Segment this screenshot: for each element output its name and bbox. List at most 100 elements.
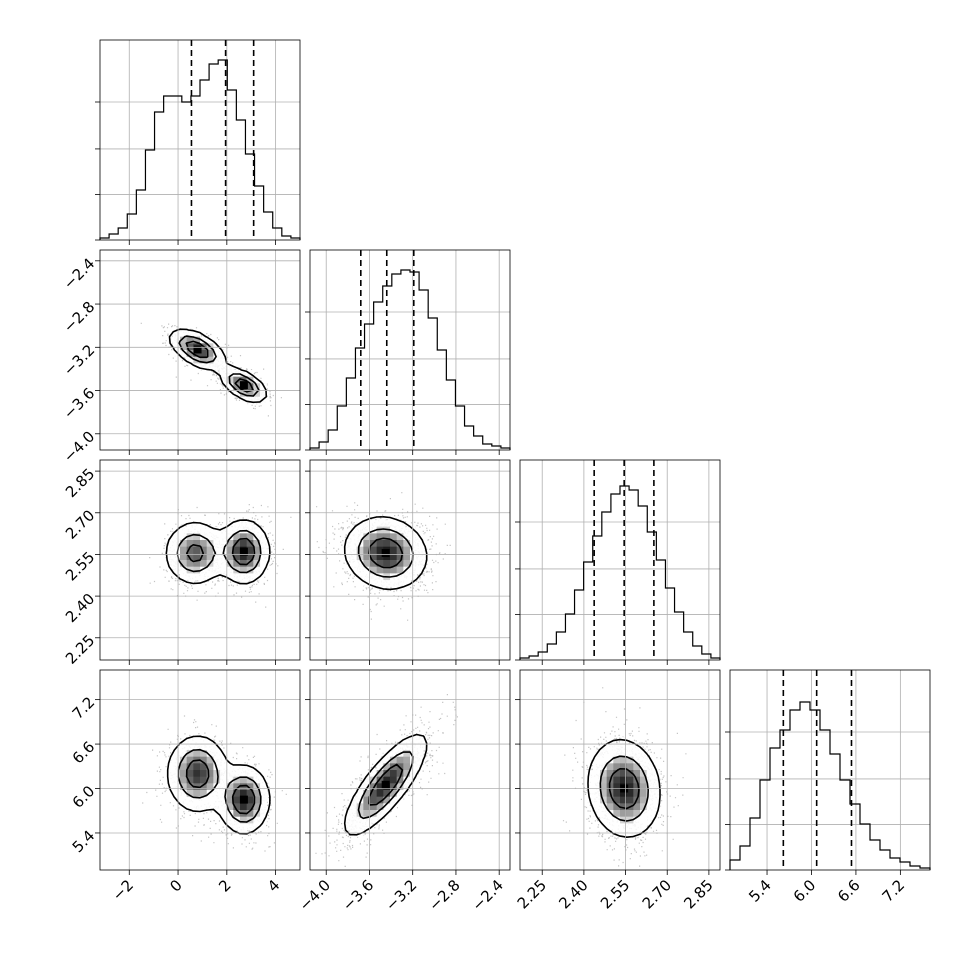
density-cell bbox=[186, 783, 194, 791]
y-tick-label: −3.2 bbox=[60, 341, 98, 379]
density-cell bbox=[633, 743, 641, 751]
density-cell bbox=[246, 803, 254, 811]
density-cell bbox=[593, 756, 601, 764]
density-cell bbox=[350, 533, 358, 541]
density-cell bbox=[390, 750, 398, 758]
density-cell bbox=[416, 743, 424, 751]
density-cell bbox=[226, 546, 234, 554]
density-cell bbox=[646, 770, 654, 778]
density-cell bbox=[640, 816, 648, 824]
density-cell bbox=[410, 560, 418, 568]
density-cell bbox=[350, 803, 358, 811]
contour-line bbox=[185, 759, 256, 815]
density-cell bbox=[246, 770, 254, 778]
density-cell bbox=[173, 336, 181, 344]
density-cell bbox=[180, 763, 188, 771]
density-cell bbox=[586, 770, 594, 778]
density-cell bbox=[376, 810, 384, 818]
density-cell bbox=[396, 566, 404, 574]
density-cell bbox=[193, 566, 201, 574]
density-cell bbox=[633, 830, 641, 838]
density-layer bbox=[562, 687, 687, 867]
density-cell bbox=[246, 553, 254, 561]
density-cell bbox=[396, 573, 404, 581]
density-cell bbox=[606, 803, 614, 811]
density-cell bbox=[396, 553, 404, 561]
density-cell bbox=[186, 743, 194, 751]
density-cell bbox=[646, 810, 654, 818]
density-cell bbox=[410, 566, 418, 574]
density-cell bbox=[200, 526, 208, 534]
density-cell bbox=[180, 330, 188, 338]
density-cell bbox=[620, 770, 628, 778]
density-cell bbox=[186, 553, 194, 561]
density-cell bbox=[363, 803, 371, 811]
density-cell bbox=[240, 370, 248, 378]
density-cell bbox=[600, 776, 608, 784]
density-cell bbox=[226, 816, 234, 824]
density-cell bbox=[220, 526, 228, 534]
axes-frame bbox=[99, 459, 301, 661]
density-cell bbox=[633, 823, 641, 831]
density-cell bbox=[166, 770, 174, 778]
density-cell bbox=[403, 763, 411, 771]
density-cell bbox=[410, 573, 418, 581]
density-cell bbox=[200, 776, 208, 784]
density-cell bbox=[220, 553, 228, 561]
density-cell bbox=[200, 560, 208, 568]
density-cell bbox=[193, 790, 201, 798]
density-cell bbox=[233, 776, 241, 784]
density-cell bbox=[363, 553, 371, 561]
density-cell bbox=[390, 796, 398, 804]
density-cell bbox=[403, 546, 411, 554]
density-cell bbox=[213, 743, 221, 751]
density-cell bbox=[350, 526, 358, 534]
density-cell bbox=[390, 756, 398, 764]
density-cell bbox=[200, 336, 208, 344]
density-cell bbox=[186, 736, 194, 744]
x-tick-label: 6.0 bbox=[790, 876, 820, 906]
density-cell bbox=[363, 810, 371, 818]
y-tick-label: 5.4 bbox=[69, 827, 99, 857]
density-cell bbox=[186, 790, 194, 798]
density-cell bbox=[233, 526, 241, 534]
density-cell bbox=[403, 553, 411, 561]
density-cell bbox=[593, 770, 601, 778]
density-cell bbox=[253, 553, 261, 561]
density-cell bbox=[253, 533, 261, 541]
density-cell bbox=[220, 356, 228, 364]
density-cell bbox=[370, 790, 378, 798]
density-cell bbox=[220, 533, 228, 541]
density-cell bbox=[246, 383, 254, 391]
density-cell bbox=[186, 343, 194, 351]
histogram-step bbox=[99, 59, 301, 240]
density-cell bbox=[206, 756, 214, 764]
density-cell bbox=[260, 803, 268, 811]
density-cell bbox=[356, 823, 364, 831]
density-cell bbox=[226, 770, 234, 778]
density-cell bbox=[246, 546, 254, 554]
density-cell bbox=[253, 770, 261, 778]
density-cell bbox=[213, 356, 221, 364]
density-cell bbox=[383, 770, 391, 778]
density-cell bbox=[370, 580, 378, 588]
density-cell bbox=[633, 750, 641, 758]
density-cell bbox=[363, 783, 371, 791]
density-cell bbox=[233, 553, 241, 561]
density-cell bbox=[383, 790, 391, 798]
contour-line bbox=[343, 733, 428, 836]
density-cell bbox=[390, 776, 398, 784]
density-cell bbox=[166, 763, 174, 771]
density-cell bbox=[253, 803, 261, 811]
density-cell bbox=[640, 796, 648, 804]
y-tick-label: 2.70 bbox=[62, 506, 98, 542]
density-cell bbox=[606, 743, 614, 751]
histogram-step bbox=[729, 701, 931, 870]
density-cell bbox=[206, 533, 214, 541]
density-cell bbox=[416, 736, 424, 744]
density-cell bbox=[410, 533, 418, 541]
density-cell bbox=[633, 816, 641, 824]
density-cell bbox=[620, 776, 628, 784]
density-cell bbox=[390, 580, 398, 588]
density-cell bbox=[200, 566, 208, 574]
